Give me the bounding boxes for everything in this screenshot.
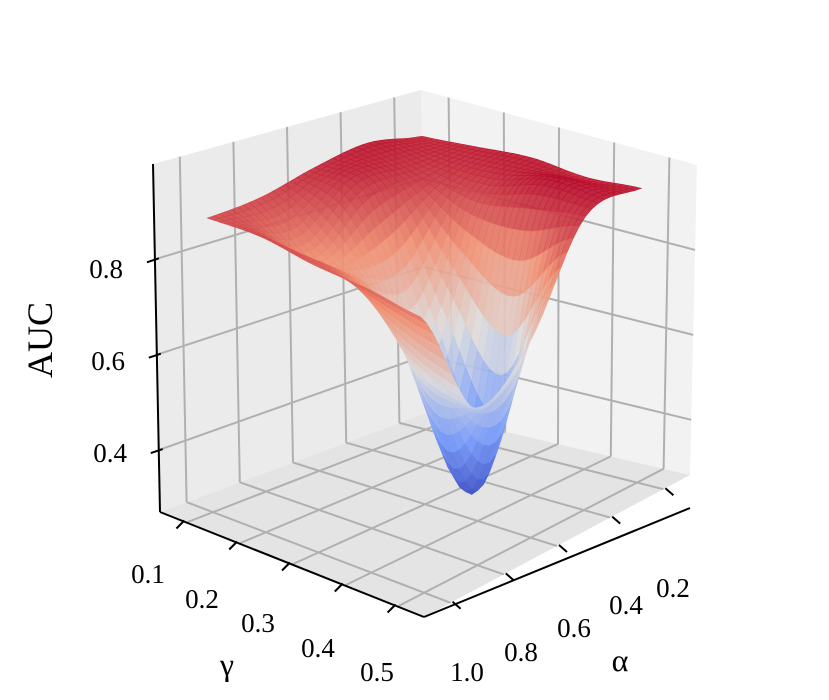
gamma-tick-mark xyxy=(386,603,397,614)
alpha-tick-mark xyxy=(451,601,462,610)
z-tick-label-0.8: 0.8 xyxy=(89,254,123,284)
z-axis-title: AUC xyxy=(20,302,60,378)
alpha-tick-label-0.2: 0.2 xyxy=(656,573,690,603)
gamma-tick-mark xyxy=(228,540,238,551)
surface-patch xyxy=(414,313,427,324)
alpha-tick-mark xyxy=(611,515,621,525)
grid-line-alpha-wall xyxy=(232,141,241,483)
z-tick-mark xyxy=(150,448,164,454)
alpha-axis-line xyxy=(423,507,691,618)
gamma-tick-mark xyxy=(175,519,186,530)
z-tick-label-0.6: 0.6 xyxy=(91,346,125,376)
floor-pane xyxy=(160,413,690,617)
grid-line-gamma-floor xyxy=(291,443,559,566)
grid-line-gamma-floor xyxy=(344,455,612,587)
grid-line-gamma-wall xyxy=(662,157,671,469)
gamma-tick-label-0.4: 0.4 xyxy=(301,633,335,663)
gamma-tick-mark xyxy=(281,561,291,572)
gamma-tick-mark xyxy=(334,582,344,593)
z-tick-mark xyxy=(148,352,162,359)
alpha-tick-label-0.4: 0.4 xyxy=(609,590,643,620)
tick-marks xyxy=(146,257,675,614)
gamma-axis-line xyxy=(159,511,425,618)
alpha-tick-label-0.6: 0.6 xyxy=(557,613,591,643)
alpha-tick-label-0.8: 0.8 xyxy=(504,637,538,667)
grid-line-gamma-floor xyxy=(186,418,453,524)
alpha-tick-mark xyxy=(558,544,568,553)
gamma-tick-label-0.5: 0.5 xyxy=(360,657,394,687)
grid-line-alpha-wall xyxy=(178,156,188,503)
alpha-tick-mark xyxy=(664,487,675,496)
auc-surface xyxy=(206,135,643,495)
z-tick-mark xyxy=(146,257,160,264)
alpha-axis-title: α xyxy=(612,642,629,678)
gamma-tick-label-0.3: 0.3 xyxy=(241,608,275,638)
alpha-tick-label-1.0: 1.0 xyxy=(450,657,484,687)
gamma-tick-label-0.2: 0.2 xyxy=(185,584,219,614)
z-axis-line xyxy=(152,163,161,513)
grid-line-gamma-floor xyxy=(397,467,665,608)
axes xyxy=(152,163,691,618)
alpha-tick-mark xyxy=(505,572,515,582)
z-tick-label-0.4: 0.4 xyxy=(93,438,127,468)
gamma-tick-label-0.1: 0.1 xyxy=(131,559,165,589)
gamma-axis-title: γ xyxy=(219,646,234,682)
